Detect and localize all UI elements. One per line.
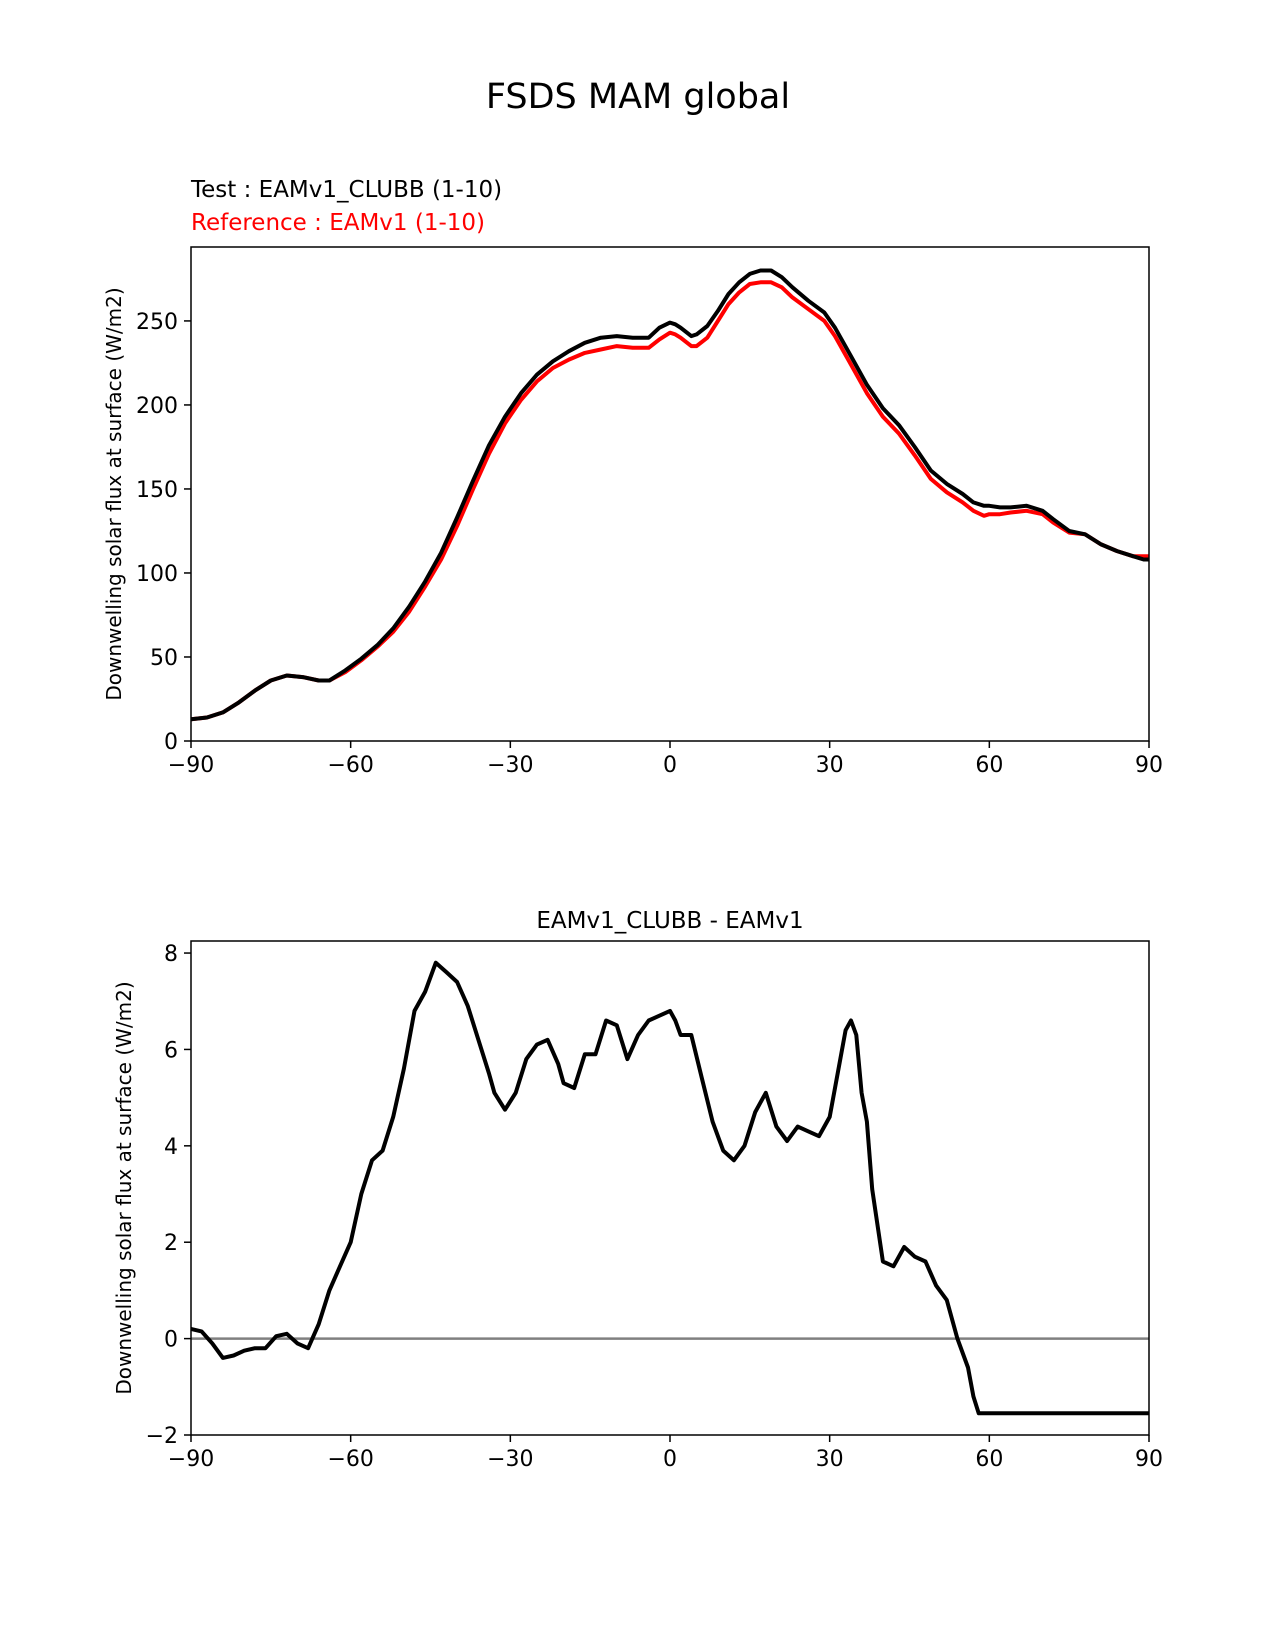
difference-y-tick-label: 4 — [164, 1135, 178, 1160]
legend-reference-label: Reference : EAMv1 (1-10) — [191, 210, 485, 236]
zonal-mean-y-tick-label: 100 — [136, 562, 178, 587]
zonal-mean-y-tick-label: 150 — [136, 478, 178, 503]
difference-x-tick-label: 0 — [663, 1447, 677, 1472]
zonal-mean-x-tick-label: 0 — [663, 753, 677, 778]
zonal-mean-x-tick-label: −90 — [168, 753, 214, 778]
test-series-line — [191, 268, 1149, 722]
difference-y-tick-label: 2 — [164, 1231, 178, 1256]
difference-x-tick-label: −30 — [487, 1447, 533, 1472]
difference-plot-frame — [190, 940, 1150, 1436]
zonal-mean-y-tick-label: 250 — [136, 310, 178, 335]
figure-title: FSDS MAM global — [486, 77, 790, 117]
zonal-mean-y-tick-label: 200 — [136, 394, 178, 419]
zonal-mean-x-tick-label: 30 — [816, 753, 844, 778]
difference-title: EAMv1_CLUBB - EAMv1 — [536, 908, 803, 934]
difference-panel: EAMv1_CLUBB - EAMv1 −90 −60 −30 0 30 60 90 −2 0 2… — [112, 908, 1163, 1472]
difference-series-line — [191, 960, 1149, 1416]
zonal-mean-y-tick-label: 0 — [164, 730, 178, 755]
difference-x-tick-label: 90 — [1135, 1447, 1163, 1472]
zonal-mean-plot-frame — [190, 246, 1150, 742]
difference-y-tick-label: 8 — [164, 942, 178, 967]
zonal-mean-y-axis-label: Downwelling solar flux at surface (W/m2) — [102, 287, 126, 700]
difference-y-tick-label: 0 — [164, 1328, 178, 1353]
zonal-mean-x-tick-label: −60 — [327, 753, 373, 778]
zonal-mean-x-tick-label: 60 — [975, 753, 1003, 778]
difference-x-tick-label: −60 — [327, 1447, 373, 1472]
difference-x-tick-label: −90 — [168, 1447, 214, 1472]
zonal-mean-y-tick-label: 50 — [150, 646, 178, 671]
difference-x-tick-label: 30 — [816, 1447, 844, 1472]
zonal-mean-x-tick-label: −30 — [487, 753, 533, 778]
difference-y-tick-label: −2 — [146, 1424, 178, 1449]
zonal-mean-x-tick-label: 90 — [1135, 753, 1163, 778]
legend-test-label: Test : EAMv1_CLUBB (1-10) — [190, 177, 502, 203]
difference-y-axis-label: Downwelling solar flux at surface (W/m2) — [112, 981, 136, 1394]
difference-x-tick-label: 60 — [975, 1447, 1003, 1472]
difference-y-tick-label: 6 — [164, 1038, 178, 1063]
zonal-mean-panel: Test : EAMv1_CLUBB (1-10) Reference : EA… — [102, 177, 1163, 778]
